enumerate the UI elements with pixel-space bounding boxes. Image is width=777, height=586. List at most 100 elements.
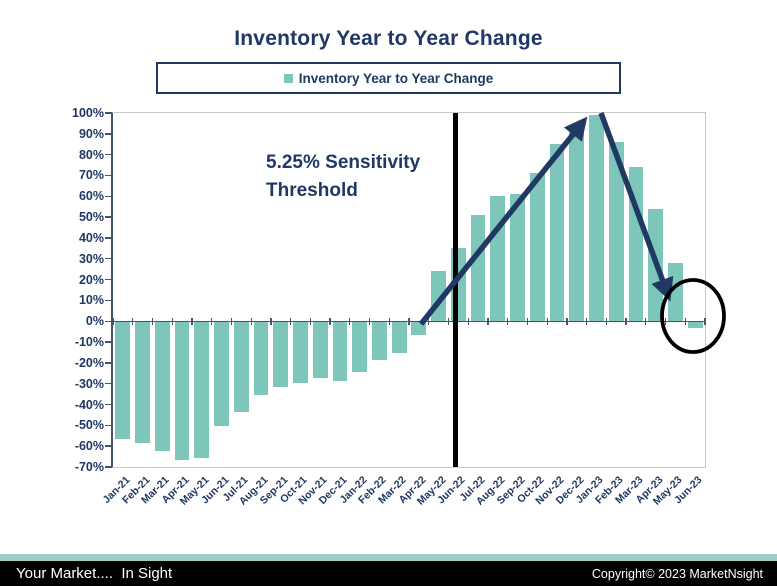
y-axis-label: 40%	[78, 230, 104, 245]
month-tick	[309, 317, 312, 325]
bar-Jun-21	[214, 322, 229, 427]
y-axis-tick	[105, 195, 112, 197]
plot-area: 5.25% Sensitivity Threshold 100% 90% 80% 70…	[72, 106, 706, 474]
bar-May-21	[194, 322, 210, 458]
month-tick	[408, 317, 410, 325]
bar-Mar-23	[628, 167, 644, 322]
y-axis-tick	[105, 216, 112, 218]
y-axis-tick	[105, 320, 112, 322]
month-tick	[704, 317, 706, 325]
bar-Nov-21	[312, 322, 328, 379]
y-axis-tick	[105, 278, 112, 281]
month-tick	[447, 317, 450, 325]
month-tick	[230, 317, 233, 325]
month-tick	[112, 317, 114, 325]
month-tick	[368, 317, 371, 325]
month-tick	[290, 317, 292, 325]
bar-Feb-22	[372, 322, 387, 360]
bar-Oct-22	[529, 173, 545, 322]
month-tick	[191, 317, 193, 325]
y-axis-label: -10%	[74, 335, 104, 350]
bar-Oct-21	[293, 322, 308, 383]
month-tick	[388, 317, 390, 325]
bar-Apr-21	[174, 322, 190, 460]
bar-Sep-21	[273, 322, 289, 387]
chart-title: Inventory Year to Year Change	[234, 27, 543, 50]
y-axis-label: 80%	[78, 147, 104, 162]
bar-Mar-21	[154, 322, 170, 452]
footer-tagline: Your Market.... In Sight	[16, 565, 173, 582]
y-axis-tick	[105, 466, 112, 468]
y-axis-tick	[105, 237, 112, 239]
y-axis-tick	[105, 424, 112, 427]
month-tick	[546, 317, 548, 325]
bar-Apr-23	[648, 208, 664, 322]
y-axis-label: -50%	[74, 418, 104, 433]
bar-May-22	[431, 271, 446, 322]
y-axis-label: 30%	[78, 251, 104, 266]
threshold-annotation-line2: Threshold	[266, 180, 358, 201]
bar-Nov-22	[549, 144, 565, 322]
month-tick	[467, 317, 469, 325]
month-tick	[349, 317, 351, 325]
bar-May-23	[668, 262, 683, 322]
bar-Sep-22	[510, 194, 525, 322]
y-axis-tick	[105, 341, 112, 343]
y-axis-tick	[105, 445, 112, 447]
month-tick	[132, 317, 134, 325]
footer-bar: Your Market.... In Sight Copyright© 2023…	[0, 561, 777, 586]
y-axis-tick	[105, 362, 112, 364]
month-tick	[586, 317, 588, 325]
y-axis-label: 60%	[78, 189, 104, 204]
y-axis-tick	[105, 112, 112, 114]
month-tick	[625, 317, 627, 325]
y-axis-label: 70%	[78, 168, 104, 183]
y-axis-label: -40%	[74, 397, 104, 412]
month-tick	[605, 317, 608, 325]
threshold-annotation-line1: 5.25% Sensitivity	[266, 152, 421, 173]
y-axis-label: 20%	[78, 272, 104, 287]
y-axis-label: 90%	[78, 126, 104, 141]
month-tick	[211, 317, 213, 325]
bar-Jan-21	[115, 322, 131, 439]
month-tick	[507, 317, 509, 325]
bar-Jan-23	[589, 115, 604, 322]
x-axis-labels: Jan-21 Feb-21 Mar-21 Apr-21 May-21 Jun-21 Jul-…	[100, 466, 704, 546]
y-axis-label: -60%	[74, 439, 104, 454]
bar-Jun-23	[687, 322, 703, 329]
bar-Jan-22	[352, 322, 368, 373]
month-tick	[684, 317, 686, 325]
bar-Dec-22	[569, 127, 585, 322]
month-tick	[526, 317, 529, 325]
bar-Feb-23	[608, 142, 624, 322]
month-tick	[171, 317, 173, 325]
y-axis-label: 10%	[78, 293, 104, 308]
bar-Aug-21	[253, 322, 269, 396]
legend-label: Inventory Year to Year Change	[298, 70, 494, 86]
month-tick	[151, 317, 154, 325]
month-tick	[487, 317, 489, 325]
bar-Aug-22	[490, 196, 506, 322]
y-axis-label: -70%	[74, 460, 104, 474]
legend: Inventory Year to Year Change	[156, 62, 621, 94]
y-axis-tick	[105, 174, 112, 177]
footer-copyright: Copyright© 2023 MarketNsight	[591, 566, 763, 581]
month-tick	[270, 317, 272, 325]
month-tick	[428, 317, 430, 325]
month-tick	[250, 317, 252, 325]
bar-Feb-21	[135, 322, 150, 443]
month-tick	[645, 317, 647, 325]
y-axis-tick	[105, 153, 112, 156]
bar-Mar-22	[391, 322, 407, 354]
y-axis-label: -20%	[74, 355, 104, 370]
y-axis-label: 0%	[85, 314, 104, 329]
bar-Jul-22	[470, 215, 486, 322]
footer-accent-strip	[0, 554, 777, 561]
y-axis-label: 100%	[72, 106, 104, 120]
y-axis-label: 50%	[78, 210, 104, 225]
y-axis-tick	[105, 403, 112, 406]
threshold-vertical-line	[453, 113, 458, 467]
y-axis-tick	[105, 133, 112, 135]
bar-Jul-21	[233, 322, 249, 412]
